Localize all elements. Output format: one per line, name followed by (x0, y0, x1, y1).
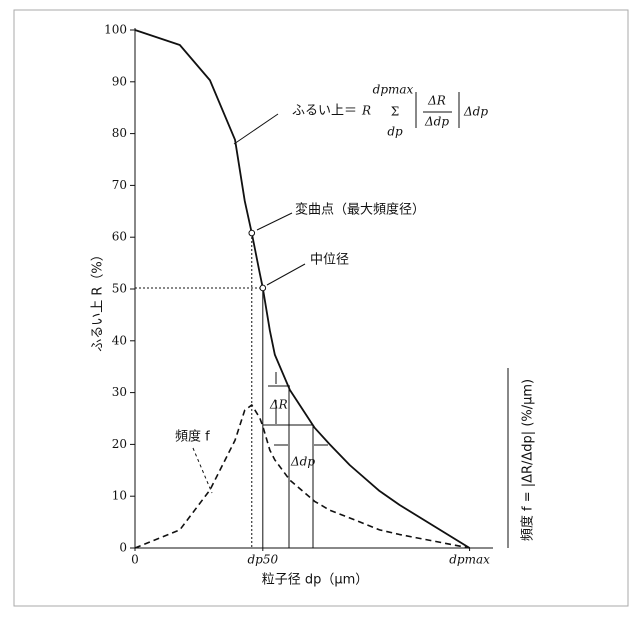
x-tick-label: 0 (131, 553, 139, 567)
x-axis-label: 粒子径 dp（μm） (262, 573, 369, 588)
x-tick-label: dpmax (449, 553, 490, 567)
marker (248, 229, 256, 237)
annotation: Δdp (463, 105, 488, 119)
annotation: Δdp (290, 455, 315, 469)
annotation: R (361, 104, 371, 118)
marker (259, 284, 267, 292)
annotation: 中位径 (310, 253, 349, 268)
arrow (266, 263, 306, 286)
arrow (192, 447, 213, 494)
arrow (256, 212, 293, 231)
y-tick-label: 20 (112, 437, 127, 451)
annotation: dpmax (373, 83, 414, 97)
annotation: dp (387, 125, 403, 139)
annotation: ΔR (269, 398, 288, 412)
y-tick-label: 10 (112, 489, 127, 503)
y-tick-label: 100 (104, 23, 127, 37)
annotation: 頻度 f (175, 429, 210, 445)
annotation: Σ (391, 105, 399, 119)
y-tick-label: 60 (112, 230, 127, 244)
annotation: ふるい上＝ (292, 104, 357, 119)
frame (13, 9, 629, 607)
x-tick-label: dp50 (247, 553, 278, 567)
y-tick-label: 30 (112, 385, 127, 399)
y-tick-label: 70 (112, 178, 127, 192)
arrow (233, 113, 279, 145)
y-tick-label: 50 (112, 282, 127, 296)
y-axis-label: ふるい上 R（%） (91, 248, 106, 352)
annotation: Δdp (424, 115, 449, 129)
y2-axis-label: 頻度 f = |ΔR/Δdp| (%/μm) (520, 379, 536, 541)
annotation: 変曲点（最大頻度径） (295, 202, 425, 218)
y-tick-label: 90 (112, 74, 127, 88)
annotation: ΔR (427, 94, 446, 108)
y-tick-label: 80 (112, 126, 127, 140)
series-line (134, 404, 470, 549)
y-tick-label: 0 (119, 541, 127, 555)
y-tick-label: 40 (112, 333, 127, 347)
series-line (134, 29, 471, 549)
